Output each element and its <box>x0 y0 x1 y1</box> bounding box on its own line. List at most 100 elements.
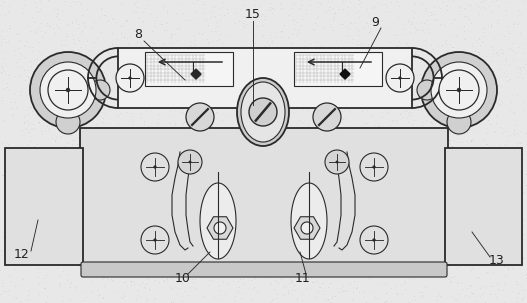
Point <box>20 114 28 119</box>
Point <box>191 101 200 105</box>
Point <box>504 239 513 244</box>
Point <box>252 120 261 125</box>
Point <box>366 149 374 154</box>
Point <box>148 215 156 220</box>
Point <box>238 13 247 18</box>
Point <box>5 4 14 9</box>
Point <box>64 261 73 265</box>
Point <box>399 86 407 91</box>
Point <box>214 288 223 293</box>
Point <box>327 47 336 52</box>
Point <box>297 214 305 218</box>
Point <box>300 126 309 131</box>
Point <box>371 177 379 182</box>
Point <box>192 245 201 250</box>
Point <box>96 15 104 20</box>
Point <box>510 20 518 25</box>
Point <box>19 189 28 194</box>
Point <box>323 240 331 245</box>
Point <box>429 47 437 52</box>
Point <box>154 221 162 225</box>
Point <box>493 48 501 53</box>
Point <box>493 50 502 55</box>
Point <box>52 22 60 27</box>
Point <box>314 98 323 102</box>
Point <box>190 92 199 97</box>
Point <box>374 213 382 218</box>
Point <box>204 251 212 255</box>
Point <box>119 24 127 29</box>
Point <box>167 171 175 176</box>
Point <box>407 248 416 253</box>
Point <box>135 75 143 80</box>
Point <box>30 72 38 77</box>
Point <box>112 290 121 295</box>
Point <box>4 76 13 81</box>
Point <box>0 118 7 122</box>
Point <box>473 112 482 116</box>
Point <box>149 138 157 142</box>
Point <box>296 185 305 190</box>
Polygon shape <box>291 183 327 259</box>
Point <box>162 145 171 150</box>
Point <box>404 79 413 84</box>
Point <box>234 197 242 202</box>
Point <box>496 67 504 72</box>
Point <box>181 258 190 262</box>
Point <box>321 105 329 110</box>
Point <box>184 245 193 249</box>
Point <box>464 128 473 133</box>
Point <box>480 34 489 39</box>
Point <box>114 215 123 220</box>
Point <box>402 211 411 216</box>
Point <box>19 202 27 207</box>
Point <box>253 24 261 28</box>
Point <box>366 101 375 105</box>
Point <box>454 297 463 302</box>
Point <box>122 18 131 23</box>
Point <box>139 233 148 238</box>
Point <box>92 264 100 269</box>
Point <box>434 118 443 122</box>
Point <box>325 53 333 58</box>
Point <box>209 274 217 279</box>
Circle shape <box>56 110 80 134</box>
Point <box>427 224 436 229</box>
Point <box>477 97 486 102</box>
Point <box>435 156 443 161</box>
Point <box>65 127 74 132</box>
Point <box>97 140 106 145</box>
Point <box>224 84 232 88</box>
Point <box>184 233 192 238</box>
Point <box>203 45 211 50</box>
Point <box>432 178 441 183</box>
Point <box>18 218 27 223</box>
Point <box>112 47 120 52</box>
Point <box>190 156 199 161</box>
Point <box>485 284 494 289</box>
Point <box>227 232 235 237</box>
Point <box>203 22 212 27</box>
Point <box>0 172 7 177</box>
Point <box>447 144 456 148</box>
Point <box>457 281 465 286</box>
Point <box>109 145 118 150</box>
Point <box>191 148 200 153</box>
Point <box>67 123 76 128</box>
Point <box>30 144 38 148</box>
Point <box>11 267 19 272</box>
Point <box>238 98 246 103</box>
Point <box>430 36 438 41</box>
Point <box>121 56 130 61</box>
Point <box>432 95 440 100</box>
Point <box>158 21 166 26</box>
Point <box>97 110 106 115</box>
Point <box>257 183 266 188</box>
Point <box>406 227 414 232</box>
Point <box>481 205 490 210</box>
Point <box>520 1 527 6</box>
Point <box>496 180 504 185</box>
Point <box>506 76 514 81</box>
Point <box>51 139 60 144</box>
Point <box>325 71 333 75</box>
